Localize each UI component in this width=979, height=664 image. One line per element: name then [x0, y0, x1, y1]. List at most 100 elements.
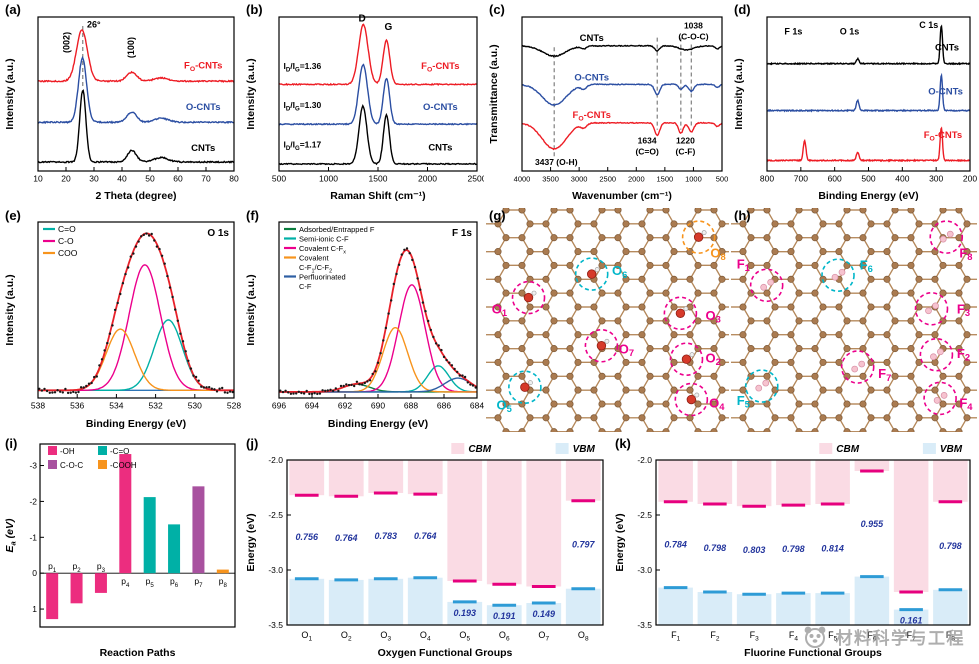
svg-text:1634: 1634 — [638, 136, 657, 146]
svg-text:692: 692 — [338, 401, 352, 411]
svg-text:F 1s: F 1s — [784, 27, 802, 37]
svg-text:O7: O7 — [538, 630, 549, 643]
panel-c-ftir: (c) 4000 3500 3000 2500 2000 1500 1000 500 Waven… — [486, 2, 729, 204]
svg-text:-2.5: -2.5 — [637, 510, 652, 520]
panel-h-label: (h) — [734, 208, 751, 223]
svg-text:Intensity (a.u.): Intensity (a.u.) — [245, 274, 257, 345]
svg-text:536: 536 — [70, 401, 84, 411]
svg-text:VBM: VBM — [940, 444, 963, 455]
panel-k-label: (k) — [615, 436, 631, 451]
svg-text:500: 500 — [861, 174, 875, 184]
panel-g-label: (g) — [489, 208, 506, 223]
panel-f-label: (f) — [246, 208, 259, 223]
svg-text:Intensity (a.u.): Intensity (a.u.) — [245, 58, 257, 129]
svg-text:690: 690 — [371, 401, 385, 411]
svg-text:60: 60 — [173, 174, 183, 184]
panda-logo-icon — [804, 626, 825, 648]
svg-text:700: 700 — [794, 174, 808, 184]
svg-text:(100): (100) — [126, 37, 136, 58]
svg-text:O8: O8 — [710, 245, 725, 262]
svg-text:50: 50 — [145, 174, 155, 184]
fluorine-band-level-chart: 0.784 F1 0.798 F2 0.803 F3 0.798 F4 0.814 F5 0.955… — [614, 443, 971, 659]
svg-text:p8: p8 — [219, 576, 228, 589]
svg-text:C-O-C: C-O-C — [60, 461, 83, 470]
svg-text:CNTs: CNTs — [428, 142, 452, 153]
svg-text:O 1s: O 1s — [207, 228, 229, 239]
svg-text:CNTs: CNTs — [935, 43, 959, 54]
svg-text:0.756: 0.756 — [295, 532, 319, 542]
svg-text:1: 1 — [32, 604, 37, 614]
svg-text:0.783: 0.783 — [374, 531, 397, 541]
svg-text:0.764: 0.764 — [335, 533, 358, 543]
svg-text:Intensity (a.u.): Intensity (a.u.) — [4, 58, 16, 129]
svg-text:4000: 4000 — [514, 175, 531, 184]
svg-text:686: 686 — [437, 401, 451, 411]
svg-text:0.797: 0.797 — [572, 540, 596, 550]
svg-text:532: 532 — [149, 401, 163, 411]
xrd-chart: 10 20 30 40 50 60 70 80 2 Theta (degree) Intensit… — [4, 16, 239, 202]
svg-text:300: 300 — [929, 174, 943, 184]
svg-text:O6: O6 — [612, 263, 627, 280]
svg-text:F2: F2 — [710, 630, 720, 643]
svg-text:F1: F1 — [671, 630, 681, 643]
svg-text:Energy (eV): Energy (eV) — [614, 513, 626, 571]
panel-b-raman: (b) 500 1000 1500 2000 2500 Raman Shift (cm⁻¹… — [243, 2, 484, 204]
svg-text:-OH: -OH — [60, 447, 75, 456]
svg-text:0.764: 0.764 — [414, 531, 437, 541]
svg-text:Covalent: Covalent — [299, 254, 330, 263]
svg-text:CNTs: CNTs — [580, 33, 604, 44]
xps-survey-chart: 800 700 600 500 400 300 200 Binding Energy (eV)… — [733, 16, 977, 202]
svg-text:G: G — [385, 22, 393, 33]
svg-text:-2: -2 — [29, 496, 37, 506]
svg-text:0.191: 0.191 — [493, 611, 516, 621]
svg-text:C=O: C=O — [58, 224, 76, 234]
raman-chart: 500 1000 1500 2000 2500 Raman Shift (cm⁻¹) Int… — [245, 13, 484, 202]
svg-text:D: D — [359, 13, 366, 24]
svg-text:Binding Energy (eV): Binding Energy (eV) — [86, 418, 186, 430]
svg-text:Covalent C-Fx: Covalent C-Fx — [299, 244, 346, 256]
svg-text:O3: O3 — [380, 630, 391, 643]
svg-text:Transmittance (a.u.): Transmittance (a.u.) — [488, 44, 500, 143]
svg-text:0.193: 0.193 — [453, 608, 476, 618]
svg-text:F6: F6 — [867, 630, 877, 643]
svg-text:Ea (eV): Ea (eV) — [4, 518, 18, 553]
svg-text:2500: 2500 — [599, 175, 616, 184]
svg-text:p3: p3 — [97, 561, 106, 574]
panel-g-oxygen-structure: (g) O1 O6 O8 O3 O7 O2 O5 O4 — [486, 208, 729, 432]
svg-text:F7: F7 — [878, 366, 891, 383]
svg-text:0.784: 0.784 — [664, 540, 687, 550]
svg-text:p6: p6 — [170, 576, 179, 589]
svg-text:Reaction Paths: Reaction Paths — [100, 647, 176, 659]
graphene-lattice-fluorine: F1 F6 F8 F3 F2 F7 F5 F4 — [731, 208, 977, 432]
svg-text:-COOH: -COOH — [110, 461, 137, 470]
svg-text:p2: p2 — [73, 561, 82, 574]
svg-text:Binding Energy (eV): Binding Energy (eV) — [328, 418, 428, 430]
svg-text:O5: O5 — [459, 630, 470, 643]
svg-text:p4: p4 — [121, 576, 130, 589]
svg-text:Perfluorinated: Perfluorinated — [299, 273, 346, 282]
svg-text:3500: 3500 — [542, 175, 559, 184]
panel-d-xps-survey: (d) 800 700 600 500 400 300 200 Binding Energy … — [731, 2, 977, 204]
svg-text:VBM: VBM — [573, 444, 596, 455]
svg-text:2000: 2000 — [628, 175, 645, 184]
svg-text:ID/IG=1.30: ID/IG=1.30 — [283, 100, 321, 113]
panel-h-fluorine-structure: (h) F1 F6 F8 F3 F2 F7 F5 F4 — [731, 208, 977, 432]
reaction-paths-bar-chart: -3 -2 -1 0 1 p1 p2 p3 p4 p5 p6 p7 p8 -OH -C=O C-O-C -COO… — [4, 443, 236, 659]
graphene-lattice-oxygen: O1 O6 O8 O3 O7 O2 O5 O4 — [486, 208, 729, 432]
svg-text:F3: F3 — [750, 630, 760, 643]
svg-text:p7: p7 — [194, 576, 203, 589]
svg-text:O3: O3 — [706, 308, 721, 325]
watermark-text: 材料科学与工程 — [835, 629, 965, 648]
svg-text:534: 534 — [109, 401, 123, 411]
svg-text:0.803: 0.803 — [743, 545, 766, 555]
svg-text:F1: F1 — [737, 256, 750, 273]
svg-text:2 Theta (degree): 2 Theta (degree) — [95, 190, 176, 202]
svg-text:1000: 1000 — [319, 174, 338, 184]
svg-text:688: 688 — [404, 401, 418, 411]
svg-text:696: 696 — [272, 401, 286, 411]
svg-text:0: 0 — [32, 568, 37, 578]
svg-text:(C-O-C): (C-O-C) — [678, 32, 708, 42]
svg-text:500: 500 — [272, 174, 286, 184]
svg-text:F3: F3 — [957, 301, 970, 318]
